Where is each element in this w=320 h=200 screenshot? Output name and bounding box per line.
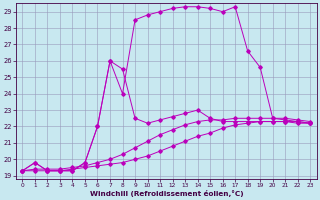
X-axis label: Windchill (Refroidissement éolien,°C): Windchill (Refroidissement éolien,°C) <box>90 190 243 197</box>
